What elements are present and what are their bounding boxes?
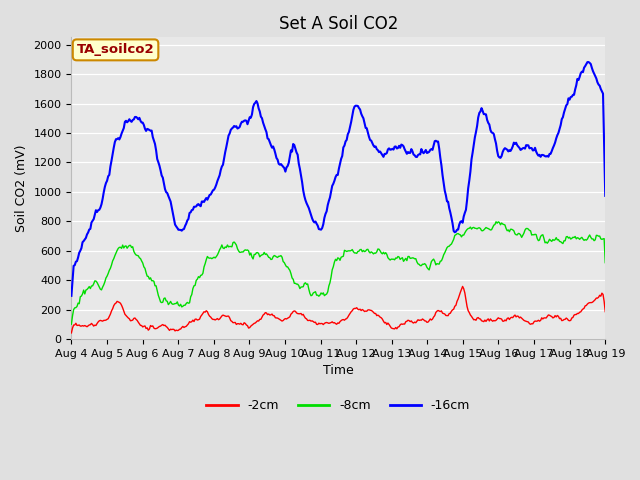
Y-axis label: Soil CO2 (mV): Soil CO2 (mV) — [15, 144, 28, 232]
X-axis label: Time: Time — [323, 364, 354, 377]
Title: Set A Soil CO2: Set A Soil CO2 — [278, 15, 398, 33]
Legend: -2cm, -8cm, -16cm: -2cm, -8cm, -16cm — [202, 394, 476, 417]
Text: TA_soilco2: TA_soilco2 — [77, 43, 154, 56]
